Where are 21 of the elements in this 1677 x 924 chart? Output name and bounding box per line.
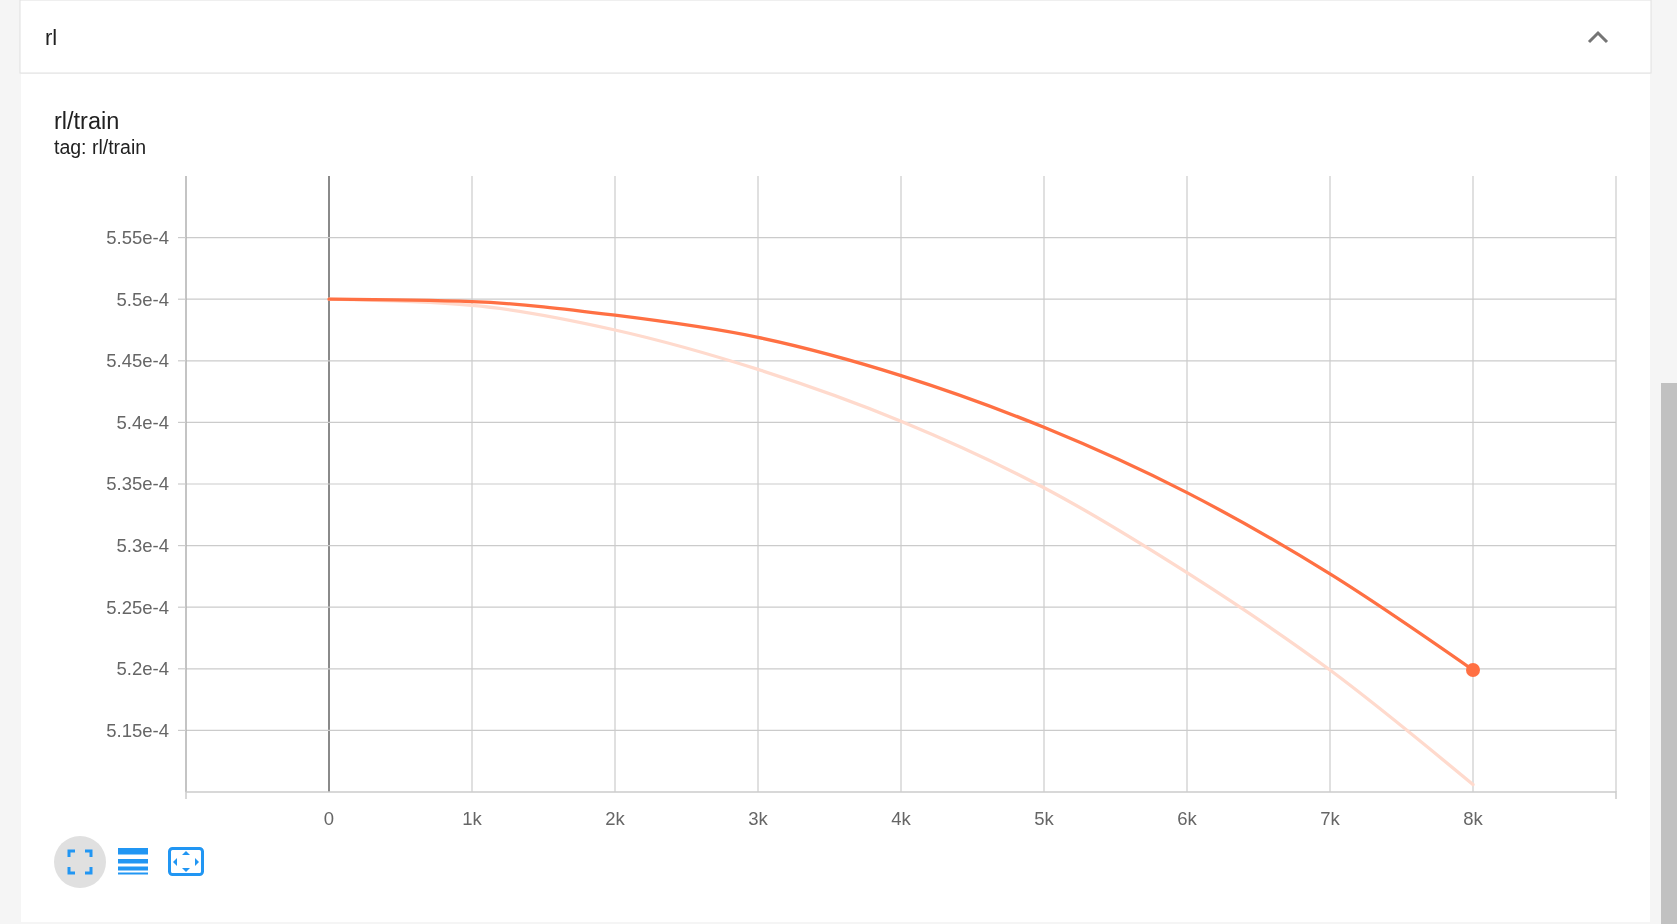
x-tick-label: 7k [1320,808,1341,829]
y-tick-label: 5.35e-4 [106,473,169,495]
x-tick-label: 1k [462,808,483,829]
x-tick-label: 4k [891,808,912,829]
x-tick-label: 2k [605,808,626,829]
y-tick-label: 5.25e-4 [106,596,169,618]
y-tick-label: 5.5e-4 [116,288,169,310]
y-tick-label: 5.15e-4 [106,719,169,741]
x-tick-label: 8k [1463,808,1484,829]
x-tick-label: 3k [748,808,769,829]
chart-subtitle: tag: rl/train [54,136,147,158]
y-tick-label: 5.3e-4 [116,535,169,557]
y-tick-label: 5.4e-4 [116,411,169,433]
y-tick-label: 5.45e-4 [106,350,169,372]
x-tick-label: 5k [1034,808,1055,829]
x-tick-label: 0 [323,808,335,829]
x-tick-label: 6k [1177,808,1198,829]
y-tick-label: 5.55e-4 [106,227,169,249]
chart-title: rl/train [54,108,120,134]
y-tick-label: 5.2e-4 [116,658,169,680]
text: rl [45,25,58,50]
